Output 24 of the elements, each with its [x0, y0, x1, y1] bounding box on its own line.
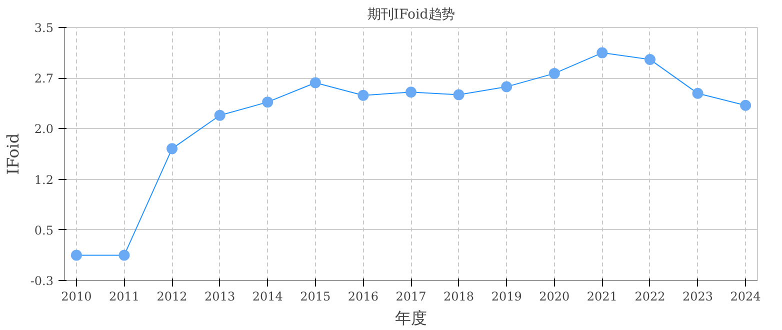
y-tick-label: -0.3 — [30, 274, 54, 288]
x-tick-label: 2018 — [444, 290, 474, 304]
chart-title: 期刊IFoid趋势 — [368, 8, 454, 22]
x-tick-label: 2011 — [108, 290, 140, 304]
y-tick-label: 0.5 — [34, 223, 54, 238]
y-axis-title: IFoid — [3, 133, 22, 175]
y-tick-label: 3.5 — [34, 21, 54, 35]
x-tick-label: 2021 — [586, 290, 618, 304]
x-tick-label: 2019 — [491, 290, 522, 304]
x-tick-label: 2010 — [61, 290, 92, 304]
x-tick-label: 2014 — [252, 290, 284, 304]
x-tick-label: 2022 — [634, 290, 666, 304]
x-tick-label: 2020 — [539, 290, 570, 304]
x-tick-label: 2023 — [682, 290, 714, 304]
y-tick-label: 2.7 — [34, 72, 54, 86]
y-tick-label: 1.2 — [34, 172, 54, 187]
x-tick-label: 2017 — [396, 290, 426, 304]
y-tick-label: 2.0 — [34, 122, 54, 136]
x-axis-title: 年度 — [395, 308, 427, 328]
x-tick-label: 2016 — [348, 290, 378, 304]
x-tick-label: 2013 — [204, 290, 236, 304]
x-tick-label: 2012 — [156, 290, 188, 304]
x-tick-label: 2024 — [730, 290, 762, 304]
x-tick-label: 2015 — [300, 290, 331, 304]
